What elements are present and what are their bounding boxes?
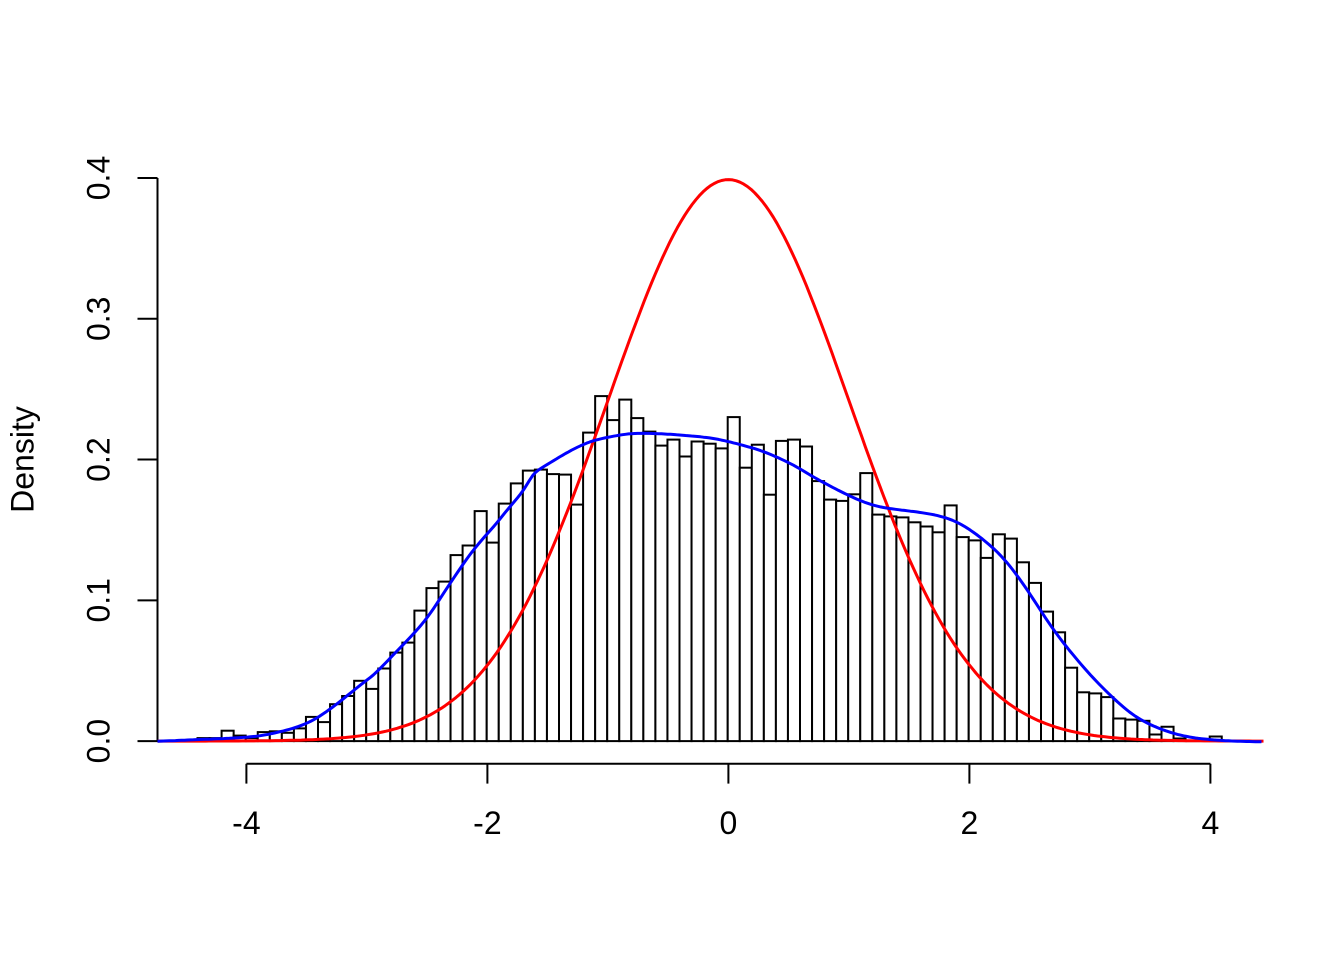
svg-text:Density: Density (5, 406, 41, 513)
svg-text:4: 4 (1202, 805, 1220, 841)
svg-text:-2: -2 (473, 805, 501, 841)
svg-text:0.1: 0.1 (81, 578, 117, 622)
svg-text:0.3: 0.3 (81, 297, 117, 341)
svg-text:0.4: 0.4 (81, 156, 117, 200)
svg-text:0: 0 (720, 805, 738, 841)
svg-text:0.2: 0.2 (81, 437, 117, 481)
svg-text:2: 2 (961, 805, 979, 841)
svg-text:0.0: 0.0 (81, 719, 117, 763)
svg-text:-4: -4 (232, 805, 260, 841)
